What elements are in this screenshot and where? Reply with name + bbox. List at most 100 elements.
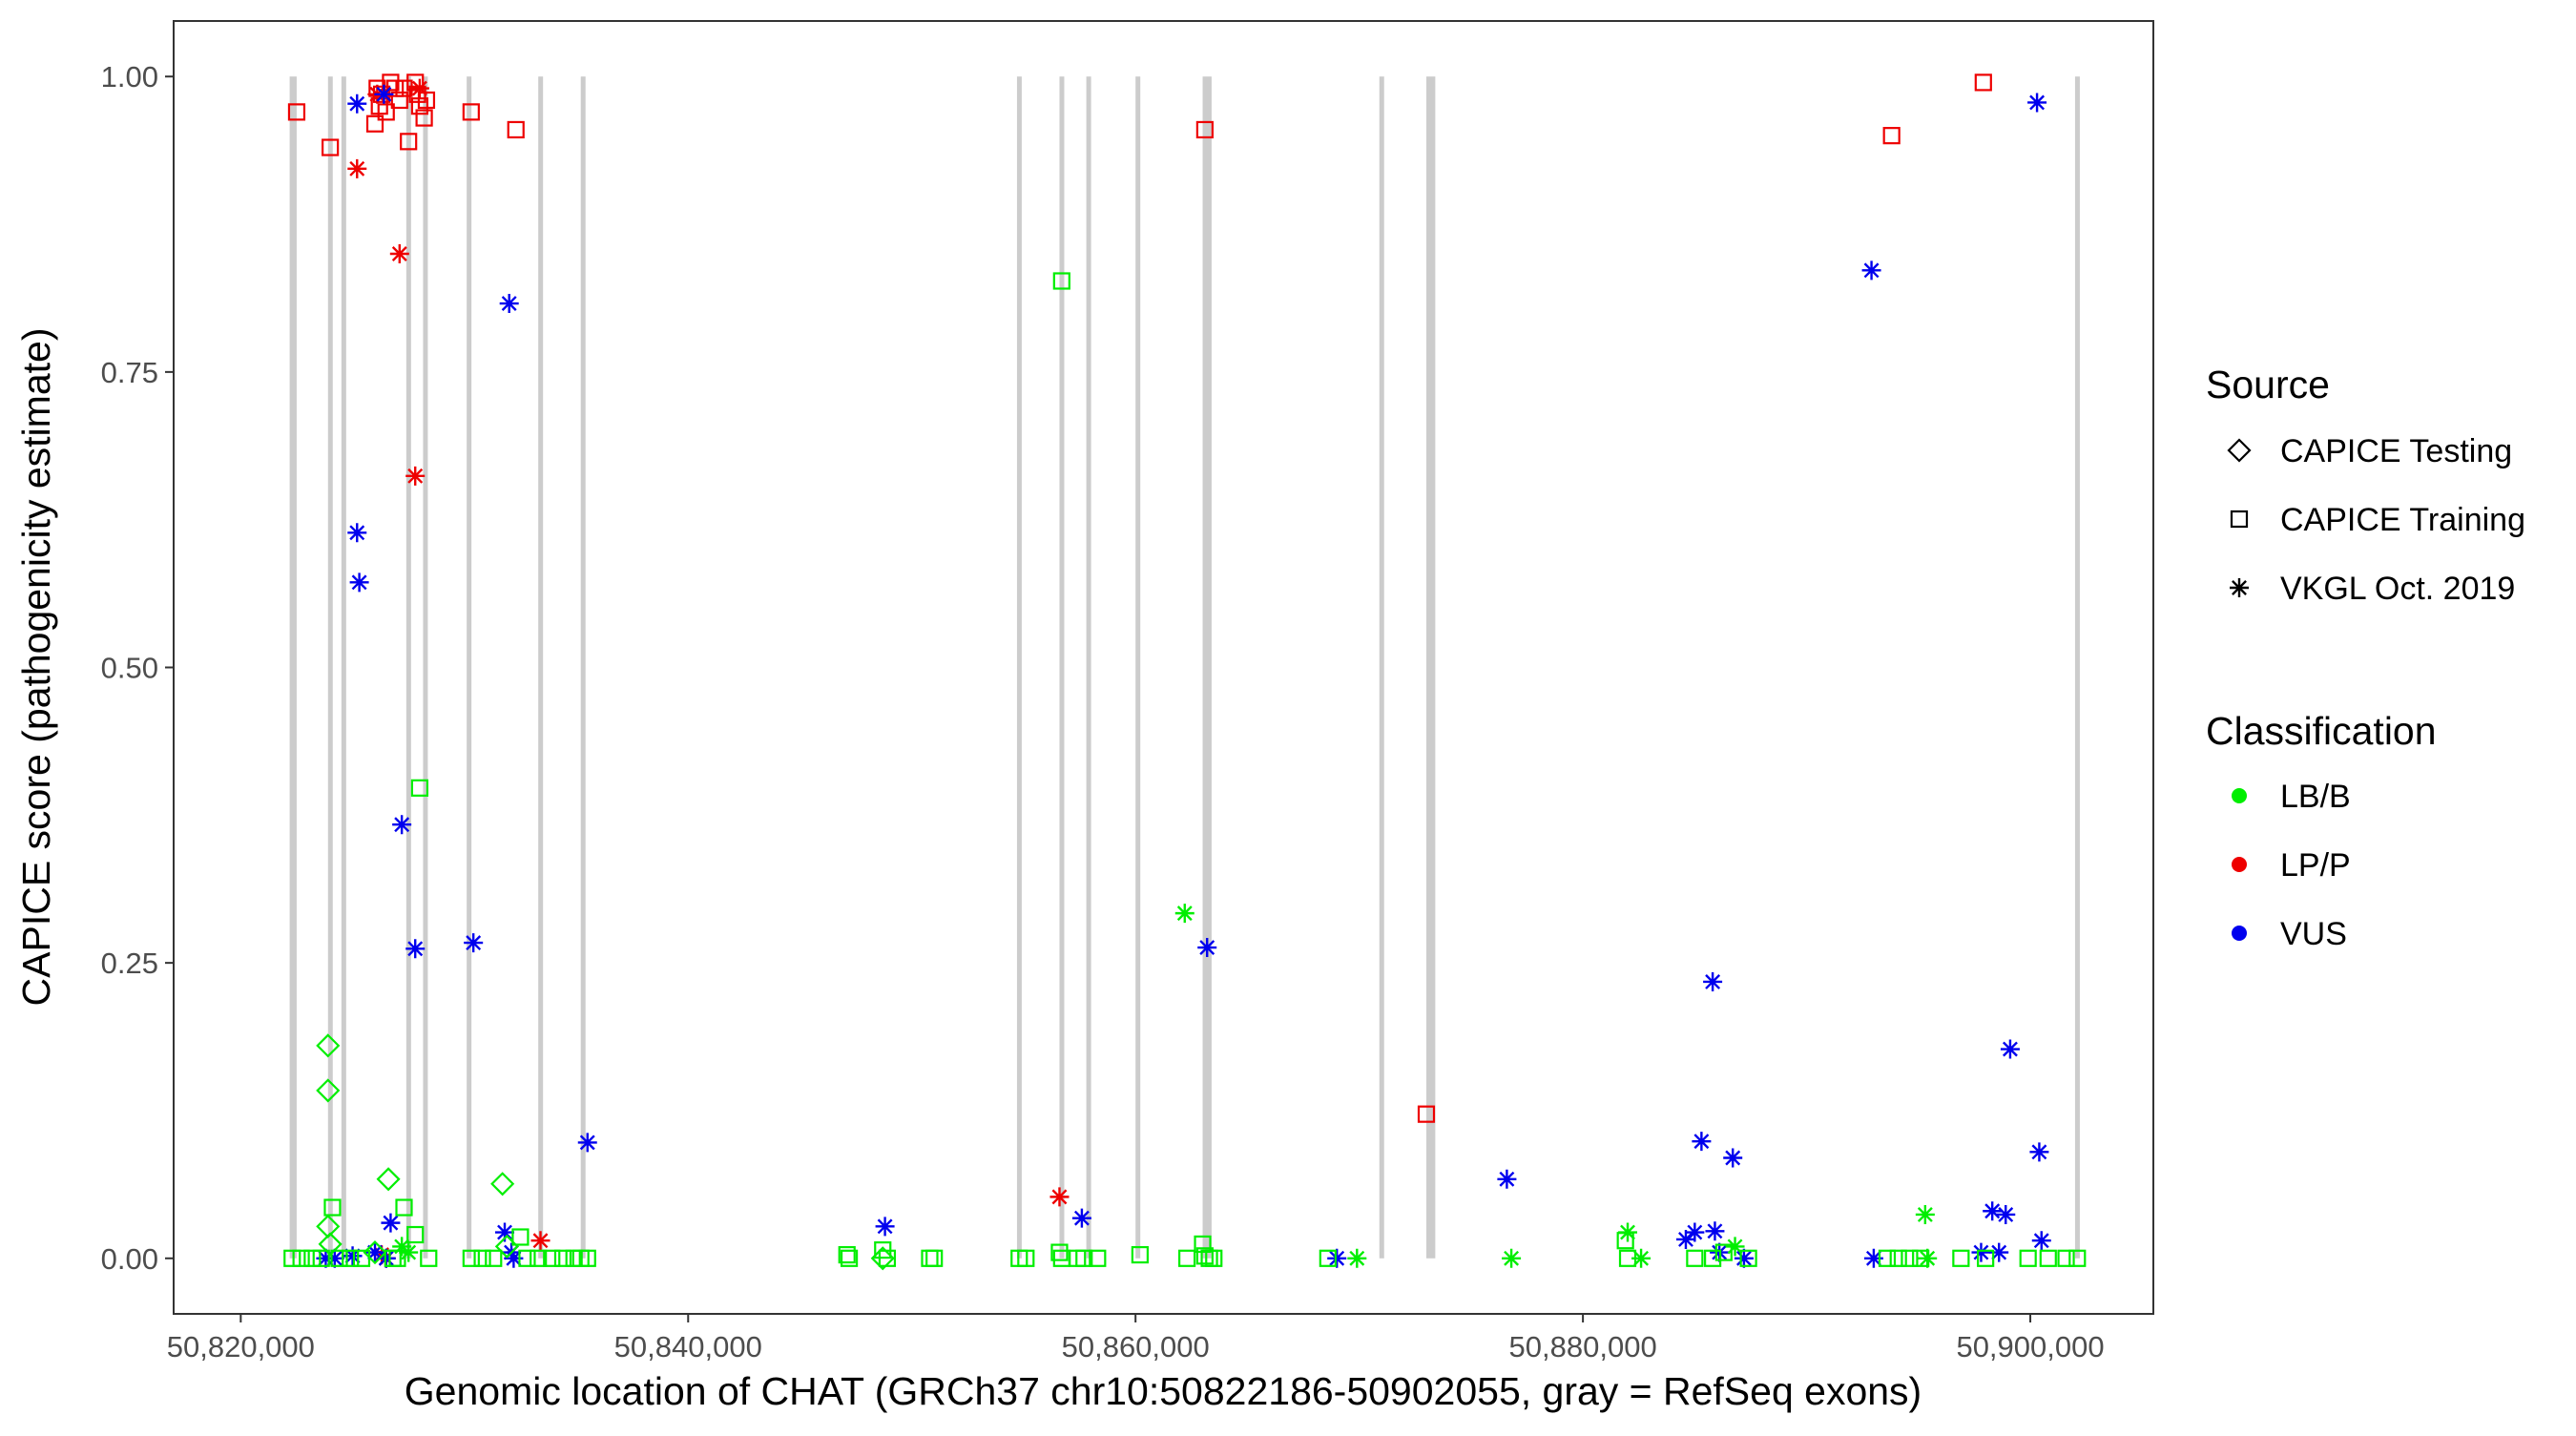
data-point [410,779,429,797]
exon-band [289,76,297,1259]
data-point [406,1225,425,1244]
data-point [2027,93,2047,113]
exon-band [1086,76,1091,1259]
data-point [2039,1249,2057,1267]
data-point [462,1249,480,1267]
x-tick-label: 50,880,000 [1509,1330,1657,1363]
data-point [840,1249,859,1267]
data-point [1071,1208,1091,1228]
x-tick-label: 50,900,000 [1956,1330,2104,1363]
data-point [1692,1132,1712,1152]
exon-band [423,76,428,1259]
data-point [1195,120,1214,139]
exon-band [2074,76,2080,1259]
data-point [1089,1249,1107,1267]
data-point [381,1213,401,1233]
legend-key-square [2230,510,2249,529]
exon-band [1059,76,1065,1259]
legend-label-classification: LB/B [2280,779,2351,815]
data-point [400,133,418,151]
data-point [322,138,340,156]
data-point [578,1249,596,1267]
data-point [399,1242,419,1262]
legend-label-source: CAPICE Training [2280,502,2525,538]
y-tick-label: 0.00 [101,1242,158,1276]
data-point [473,1249,491,1267]
legend-key-dot [2232,926,2247,941]
data-point [485,1249,503,1267]
data-point [1347,1248,1367,1268]
y-tick-label: 0.50 [101,652,158,685]
exon-band [538,76,544,1259]
data-point [1075,1249,1093,1267]
data-point [2019,1249,2037,1267]
point-layer [283,73,2087,1271]
data-point [1686,1249,1704,1267]
data-point [462,103,480,121]
data-point [875,1217,895,1237]
data-point [1863,1248,1883,1268]
data-point [1882,127,1901,145]
data-point [1878,1249,1897,1267]
data-point [530,1231,551,1251]
exon-band [580,76,586,1259]
legend: Source Classification CAPICE Testing CAPI… [2206,363,2525,952]
data-point [1417,1105,1436,1123]
data-point [553,1249,572,1267]
legend-label-classification: VUS [2280,916,2347,952]
data-point [925,1249,944,1267]
data-point [1178,1249,1196,1267]
data-point [417,91,436,110]
data-point [577,1133,597,1153]
data-point [324,1248,344,1268]
data-point [1050,1243,1069,1261]
data-point [2031,1231,2051,1251]
data-point [409,78,429,98]
data-point [312,1249,330,1267]
x-tick-label: 50,860,000 [1062,1330,1210,1363]
data-point [1977,1249,1995,1267]
data-point [1327,1248,1347,1268]
data-point [878,1249,897,1267]
data-point [392,815,412,835]
y-axis-title: CAPICE score (pathogenicity estimate) [14,328,58,1007]
y-tick-label: 1.00 [101,60,158,94]
data-point [838,1245,856,1264]
exon-band [1135,76,1141,1259]
data-point [543,1249,561,1267]
data-point [1705,1221,1725,1241]
data-point [464,933,484,953]
data-point [374,84,394,104]
data-point [490,1172,515,1197]
data-point [406,73,425,92]
data-point [1052,272,1070,290]
data-point [1319,1249,1337,1267]
plot-background [174,21,2153,1314]
data-point [504,1248,524,1268]
data-point [1675,1229,1695,1249]
data-point [347,523,367,543]
exon-band [405,76,411,1259]
data-point [1983,1201,2003,1221]
data-point [405,466,426,486]
data-point [1685,1222,1705,1242]
data-point [318,1232,343,1257]
legend-label-source: VKGL Oct. 2019 [2280,571,2515,607]
data-point [2068,1249,2087,1267]
data-point [347,94,367,114]
data-point [1952,1249,1970,1267]
legend-label-classification: LP/P [2280,847,2351,884]
data-point [495,1222,515,1242]
data-point [415,109,433,127]
data-point [1616,1232,1634,1250]
exon-band [1016,76,1022,1259]
data-point [1502,1248,1522,1268]
exon-layer [289,76,2080,1259]
data-point [1889,1249,1907,1267]
data-point [1723,1148,1743,1168]
data-point [1195,1247,1214,1265]
data-point [395,1198,413,1217]
data-point [1049,1187,1070,1207]
